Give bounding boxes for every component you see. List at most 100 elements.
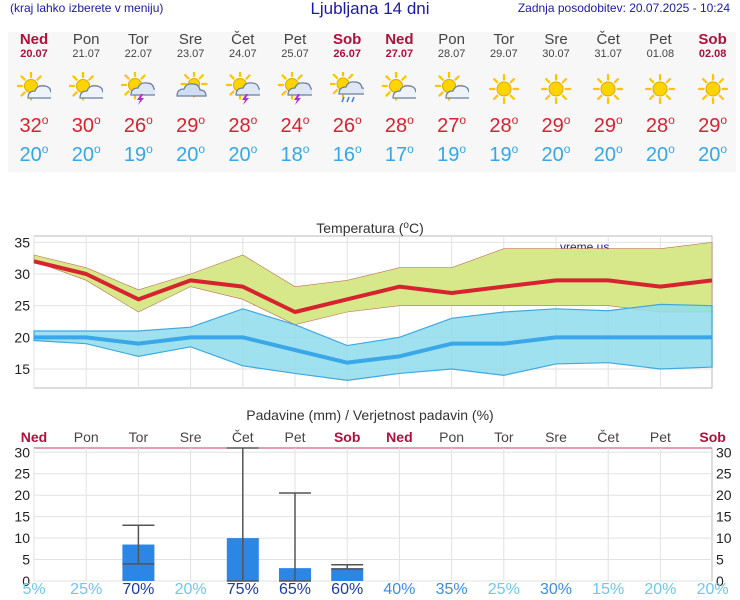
temp-max: 29o — [593, 113, 623, 137]
temp-max: 28o — [228, 113, 258, 137]
day-column: Čet 24.07 28o 20o — [217, 32, 269, 172]
temp-max: 26o — [123, 113, 153, 137]
temp-max: 26o — [332, 113, 362, 137]
precip-probability: 75% — [226, 581, 259, 598]
precip-y-tick-right: 5 — [716, 552, 724, 568]
day-name: Pet — [649, 31, 672, 48]
day-column: Ned 27.07 28o 17o — [373, 32, 425, 172]
day-date: 21.07 — [72, 48, 100, 60]
precip-y-tick-right: 30 — [716, 444, 732, 460]
day-date: 20.07 — [20, 48, 48, 60]
day-column: Sre 30.07 29o 20o — [530, 32, 582, 172]
sunny-icon — [643, 72, 677, 106]
precip-y-tick-right: 15 — [716, 509, 732, 525]
precip-y-tick: 0 — [22, 573, 30, 589]
precip-x-label: Ned — [386, 429, 412, 445]
temp-y-tick: 25 — [14, 298, 30, 314]
precip-x-label: Čet — [597, 429, 619, 445]
day-date: 30.07 — [542, 48, 570, 60]
day-name: Tor — [493, 31, 515, 48]
day-date: 29.07 — [490, 48, 518, 60]
day-column: Čet 31.07 29o 20o — [582, 32, 634, 172]
temp-max: 24o — [280, 113, 310, 137]
temp-y-tick: 20 — [14, 329, 30, 345]
precip-y-tick: 10 — [14, 530, 30, 546]
thunderstorm-icon — [120, 70, 161, 106]
day-column: Tor 22.07 26o 19o — [112, 32, 164, 172]
temp-min: 19o — [489, 142, 519, 166]
precip-x-label: Pon — [74, 429, 99, 445]
temp-min: 20o — [71, 142, 101, 166]
cloudy-icon — [174, 70, 208, 106]
header: (kraj lahko izberete v meniju) Ljubljana… — [0, 0, 740, 20]
day-name: Sre — [178, 31, 203, 48]
day-name: Pon — [438, 31, 465, 48]
precip-probability: 25% — [487, 581, 520, 598]
day-date: 26.07 — [333, 48, 361, 60]
day-date: 31.07 — [594, 48, 622, 60]
forecast-panel — [8, 32, 736, 172]
partly-cloudy-icon — [68, 71, 110, 106]
page-title: Ljubljana 14 dni — [310, 0, 430, 18]
temp-min: 20o — [228, 142, 258, 166]
precip-bar — [331, 568, 364, 581]
precip-y-tick: 20 — [14, 487, 30, 503]
day-name: Čet — [596, 31, 620, 48]
temp-min: 16o — [332, 142, 362, 166]
precip-probability: 15% — [592, 581, 625, 598]
day-date: 23.07 — [176, 48, 205, 60]
day-name: Sre — [544, 31, 568, 48]
day-name: Čet — [231, 31, 255, 48]
day-name: Ned — [19, 31, 49, 48]
precip-x-label: Tor — [129, 429, 149, 445]
day-date: 22.07 — [124, 48, 153, 60]
location-menu-hint[interactable]: (kraj lahko izberete v meniju) — [10, 1, 164, 15]
day-date: 25.07 — [281, 48, 309, 60]
thunderstorm-icon — [277, 70, 318, 106]
precip-y-tick: 25 — [14, 466, 30, 482]
temp-max: 29o — [541, 113, 571, 137]
precip-y-tick: 5 — [22, 552, 30, 568]
precip-probability: 20% — [696, 581, 729, 598]
day-date: 28.07 — [437, 48, 466, 60]
precip-probability: 20% — [644, 581, 677, 598]
temp-y-tick: 35 — [14, 234, 30, 250]
day-date: 24.07 — [229, 48, 257, 60]
temp-max: 30o — [71, 113, 101, 137]
precip-x-label: Sre — [180, 429, 202, 445]
temp-max: 29o — [176, 113, 206, 137]
precip-x-label: Pet — [284, 429, 305, 445]
temp-max: 28o — [384, 113, 414, 137]
day-column: Pet 25.07 24o 18o — [269, 32, 321, 172]
sunny-icon — [696, 72, 730, 106]
precip-x-label: Čet — [232, 429, 254, 445]
precip-probability: 20% — [174, 581, 207, 598]
temp-max: 29o — [698, 113, 728, 137]
day-column: Sob 02.08 29o 20o — [687, 32, 739, 172]
precip-y-tick: 15 — [14, 509, 30, 525]
temp-min: 18o — [280, 142, 310, 166]
day-name: Sob — [333, 31, 362, 48]
day-date: 02.08 — [698, 48, 727, 60]
sunny-icon — [539, 72, 573, 106]
day-column: Pon 21.07 30o 20o — [60, 32, 112, 172]
temp-y-tick: 30 — [14, 266, 30, 282]
temp-min: 19o — [437, 142, 467, 166]
temp-max: 28o — [645, 113, 675, 137]
precip-y-tick-right: 20 — [716, 487, 732, 503]
tmin-line — [34, 335, 712, 365]
precip-y-tick-right: 10 — [716, 530, 732, 546]
temp-min: 19o — [123, 142, 153, 166]
day-name: Sob — [698, 31, 727, 48]
day-name: Ned — [385, 31, 414, 48]
day-column: Pon 28.07 27o 19o — [426, 32, 478, 172]
temp-chart-title: Temperatura (oC) — [316, 220, 424, 236]
temp-min: 20o — [645, 142, 675, 166]
last-update: Zadnja posodobitev: 20.07.2025 - 10:24 — [517, 1, 730, 15]
precip-y-tick-right: 0 — [716, 573, 724, 589]
precip-x-label: Sre — [545, 429, 567, 445]
precip-x-label: Pon — [439, 429, 464, 445]
temp-min: 20o — [176, 142, 206, 166]
day-name: Tor — [127, 31, 149, 48]
